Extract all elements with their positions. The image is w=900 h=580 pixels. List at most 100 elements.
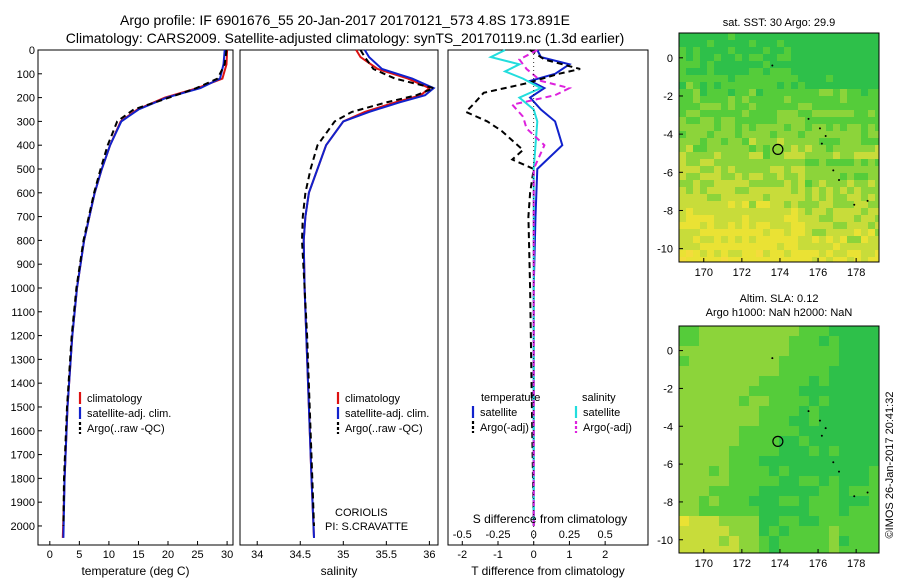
map-cell (679, 159, 686, 166)
map-cell (809, 426, 819, 436)
map-cell (699, 396, 709, 406)
map-cell (805, 61, 812, 68)
map-cell (859, 466, 869, 476)
map-cell (805, 103, 812, 110)
map-cell (875, 131, 879, 138)
map-cell (799, 336, 809, 346)
map-cell (826, 194, 833, 201)
map-cell (809, 346, 819, 356)
map-cell (868, 131, 875, 138)
map-cell (763, 152, 770, 159)
map-cell (777, 68, 784, 75)
map-cell (739, 426, 749, 436)
map-cell (749, 159, 756, 166)
map-cell (875, 145, 879, 152)
map-cell (829, 456, 839, 466)
map-cell (854, 166, 861, 173)
map-cell (791, 180, 798, 187)
map-cell (700, 138, 707, 145)
x-tick-label: 1 (566, 549, 572, 561)
map-cell (749, 89, 756, 96)
map-cell (686, 180, 693, 187)
y-tick-label: 1900 (11, 497, 35, 509)
map-cell (868, 166, 875, 173)
map-cell (869, 326, 879, 336)
map-cell (699, 436, 709, 446)
map-cell (729, 526, 739, 536)
map-cell (689, 536, 699, 546)
map-y-tick-label: 0 (667, 346, 673, 358)
argo-location-marker (772, 435, 784, 447)
map-cell (707, 187, 714, 194)
map-cell (759, 526, 769, 536)
map-cell (847, 166, 854, 173)
map-cell (791, 124, 798, 131)
map-cell (714, 89, 721, 96)
map-cell (861, 201, 868, 208)
map-cell (789, 436, 799, 446)
map-cell (854, 180, 861, 187)
map-cell (849, 366, 859, 376)
map-cell (875, 82, 879, 89)
map-cell (868, 257, 875, 262)
map-cell (709, 436, 719, 446)
map-cell (721, 40, 728, 47)
map-cell (742, 173, 749, 180)
map-cell (699, 346, 709, 356)
map-cell (749, 138, 756, 145)
map-cell (735, 201, 742, 208)
map-cell (729, 326, 739, 336)
map-cell (840, 68, 847, 75)
map-cell (728, 103, 735, 110)
map-cell (770, 61, 777, 68)
map-cell (854, 82, 861, 89)
map-cell (840, 117, 847, 124)
map-cell (749, 145, 756, 152)
map-cell (791, 222, 798, 229)
map-cell (686, 124, 693, 131)
map-cell (847, 47, 854, 54)
map-cell (763, 187, 770, 194)
x-axis-label: salinity (321, 564, 358, 578)
map-cell (700, 89, 707, 96)
map-cell (798, 82, 805, 89)
map-cell (749, 194, 756, 201)
map-cell (756, 96, 763, 103)
map-cell (756, 250, 763, 257)
map-cell (742, 68, 749, 75)
map-cell (840, 229, 847, 236)
map-cell (739, 546, 749, 553)
map-cell (819, 166, 826, 173)
map-x-tick-label: 172 (733, 267, 751, 279)
map-cell (809, 466, 819, 476)
map-cell (779, 386, 789, 396)
map-cell (805, 117, 812, 124)
map-cell (819, 131, 826, 138)
map-cell (759, 496, 769, 506)
map-cell (728, 75, 735, 82)
map-cell (707, 61, 714, 68)
map-cell (849, 546, 859, 553)
x-axis-label: T difference from climatology (471, 564, 625, 578)
map-cell (791, 54, 798, 61)
map-cell (707, 89, 714, 96)
map-cell (770, 131, 777, 138)
map-cell (777, 145, 784, 152)
map-cell (749, 208, 756, 215)
map-cell (799, 386, 809, 396)
map-cell (847, 75, 854, 82)
map-cell (833, 103, 840, 110)
map-cell (728, 124, 735, 131)
map-cell (749, 110, 756, 117)
map-cell (784, 215, 791, 222)
map-cell (819, 201, 826, 208)
map-cell (699, 476, 709, 486)
map-cell (763, 54, 770, 61)
map-cell (826, 124, 833, 131)
map-cell (700, 68, 707, 75)
map-cell (735, 131, 742, 138)
map-cell (693, 47, 700, 54)
map-cell (784, 173, 791, 180)
map-cell (779, 326, 789, 336)
map-cell (769, 346, 779, 356)
